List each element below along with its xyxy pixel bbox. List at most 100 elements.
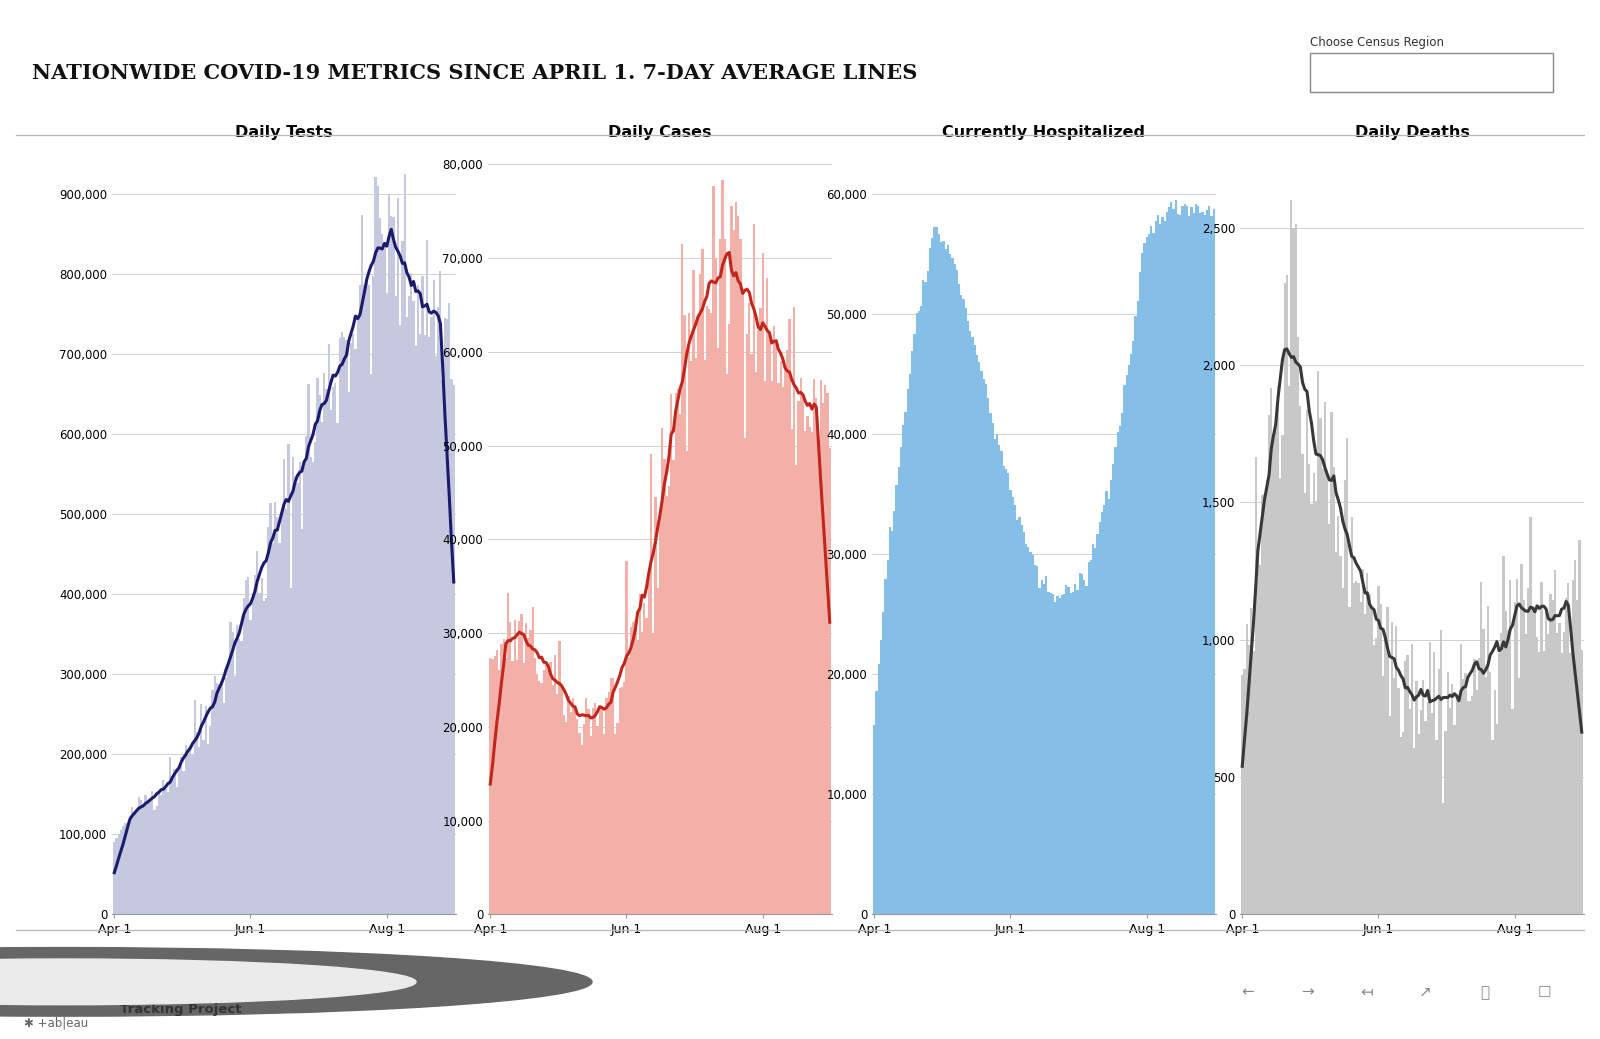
Bar bbox=[1272, 438, 1275, 914]
Bar bbox=[306, 436, 307, 914]
Bar bbox=[610, 678, 611, 914]
Bar bbox=[1018, 516, 1021, 914]
Bar bbox=[387, 194, 390, 914]
Bar bbox=[974, 345, 976, 914]
Bar bbox=[1061, 595, 1062, 914]
Bar bbox=[664, 459, 666, 914]
Bar bbox=[1242, 675, 1243, 914]
Bar bbox=[1390, 621, 1394, 914]
Bar bbox=[1467, 700, 1469, 914]
Bar bbox=[1203, 215, 1206, 914]
Bar bbox=[885, 579, 886, 914]
Bar bbox=[1077, 590, 1078, 914]
Bar bbox=[1043, 584, 1045, 914]
Bar bbox=[142, 804, 144, 914]
Bar bbox=[661, 428, 664, 914]
Bar bbox=[1074, 584, 1077, 914]
Bar bbox=[693, 270, 694, 914]
Bar bbox=[987, 398, 989, 914]
Bar bbox=[1048, 592, 1050, 914]
Bar bbox=[274, 502, 277, 914]
Bar bbox=[294, 476, 296, 914]
Bar bbox=[1090, 560, 1093, 914]
Bar bbox=[1480, 582, 1482, 914]
Bar bbox=[136, 812, 138, 914]
Bar bbox=[1253, 650, 1254, 914]
Bar bbox=[642, 633, 643, 914]
Bar bbox=[1518, 678, 1520, 914]
Bar bbox=[904, 411, 907, 914]
Bar bbox=[1360, 603, 1362, 914]
Bar bbox=[1267, 415, 1270, 914]
Bar bbox=[318, 395, 322, 914]
Bar bbox=[1195, 205, 1197, 914]
Text: (All): (All) bbox=[1322, 64, 1347, 78]
Bar bbox=[1418, 735, 1419, 914]
Bar bbox=[258, 593, 261, 914]
Bar bbox=[992, 423, 994, 914]
Bar bbox=[243, 598, 245, 914]
Bar bbox=[762, 254, 763, 914]
Bar bbox=[1542, 651, 1546, 914]
Bar bbox=[920, 305, 922, 914]
Bar bbox=[603, 734, 605, 914]
Bar bbox=[749, 302, 750, 914]
Bar bbox=[1125, 375, 1128, 914]
Bar bbox=[1411, 644, 1413, 914]
Bar bbox=[768, 332, 771, 914]
Bar bbox=[178, 770, 181, 914]
Bar bbox=[421, 276, 424, 914]
Bar bbox=[1093, 544, 1094, 914]
Bar bbox=[1266, 480, 1267, 914]
Bar bbox=[222, 703, 226, 914]
Bar bbox=[582, 724, 586, 914]
Bar bbox=[1186, 206, 1189, 914]
Bar bbox=[1301, 454, 1304, 914]
Bar bbox=[210, 726, 211, 914]
Bar bbox=[557, 694, 558, 914]
Bar bbox=[1282, 434, 1283, 914]
Bar bbox=[952, 258, 954, 914]
Bar bbox=[1386, 607, 1389, 914]
Bar bbox=[1422, 681, 1424, 914]
Bar bbox=[194, 699, 195, 914]
Bar bbox=[251, 600, 254, 914]
Bar bbox=[560, 684, 563, 914]
Bar bbox=[1094, 549, 1096, 914]
Bar bbox=[1062, 594, 1066, 914]
Bar bbox=[1070, 592, 1072, 914]
Bar bbox=[211, 690, 214, 914]
Bar bbox=[734, 202, 738, 914]
Bar bbox=[1382, 675, 1384, 914]
Bar bbox=[334, 382, 336, 914]
Bar bbox=[515, 660, 518, 914]
Bar bbox=[722, 180, 723, 914]
Bar bbox=[1538, 652, 1541, 914]
Bar bbox=[1022, 532, 1026, 914]
Bar bbox=[1306, 410, 1309, 914]
Bar bbox=[907, 389, 909, 914]
Bar bbox=[192, 754, 194, 914]
Bar bbox=[1413, 748, 1416, 914]
Bar bbox=[1293, 228, 1294, 914]
Bar bbox=[277, 516, 278, 914]
Bar bbox=[173, 769, 176, 914]
Bar bbox=[115, 838, 117, 914]
Bar bbox=[1446, 672, 1450, 914]
Bar bbox=[1130, 354, 1133, 914]
Bar bbox=[1368, 594, 1371, 914]
Bar bbox=[1294, 223, 1298, 914]
Bar bbox=[902, 425, 904, 914]
Bar bbox=[941, 242, 942, 914]
Bar bbox=[982, 379, 986, 914]
Bar bbox=[512, 661, 514, 914]
Bar bbox=[1178, 214, 1179, 914]
Bar bbox=[915, 313, 918, 914]
Bar bbox=[626, 561, 627, 914]
Bar bbox=[645, 618, 648, 914]
Bar bbox=[1546, 612, 1547, 914]
Bar bbox=[147, 803, 149, 914]
Bar bbox=[229, 622, 232, 914]
Bar bbox=[800, 377, 802, 914]
Bar bbox=[1509, 580, 1512, 914]
